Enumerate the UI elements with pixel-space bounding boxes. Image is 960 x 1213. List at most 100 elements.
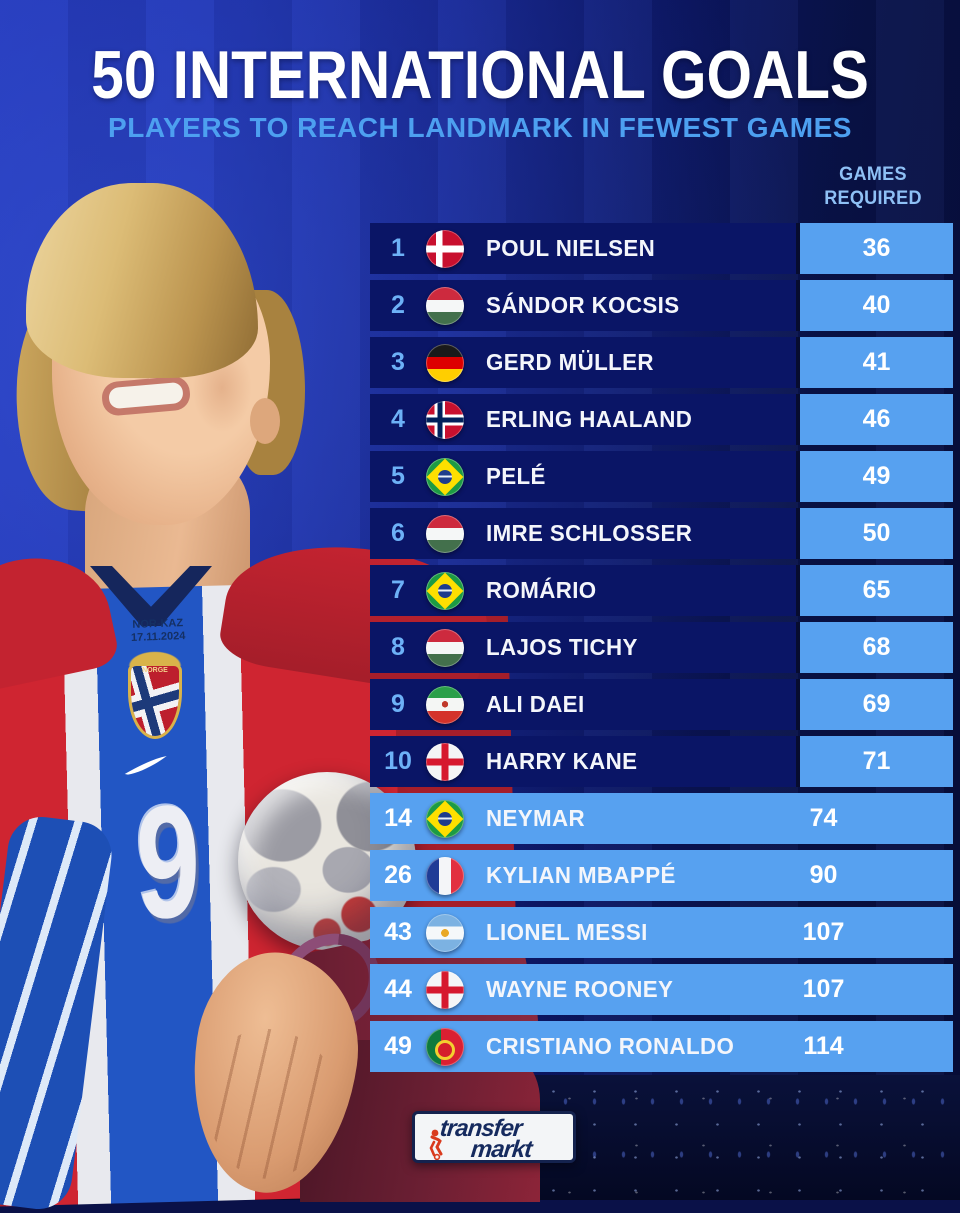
games-required-line2: REQUIRED [824,188,922,209]
player-name: ALI DAEI [486,691,585,717]
flag-argentina-icon [426,913,464,952]
smiling-mouth [100,375,192,417]
games-required-value: 68 [796,622,953,673]
flag-england-icon [426,742,464,781]
table-row: 14 NEYMAR 74 [370,793,953,844]
table-row: 5 PELÉ 49 [370,451,953,502]
norway-crest: NORGE [126,650,184,739]
player-name: LIONEL MESSI [486,919,648,945]
rank-label: 3 [391,348,405,376]
logo-player-icon [424,1128,448,1160]
flag-brazil-icon [426,571,464,610]
table-row: 44 WAYNE ROONEY 107 [370,964,953,1015]
crest-gold-ornament [126,650,184,666]
table-row: 2 SÁNDOR KOCSIS 40 [370,280,953,331]
games-required-value: 41 [796,337,953,388]
page-title: 50 INTERNATIONAL GOALS [91,37,869,113]
flag-portugal-icon [426,1027,464,1066]
games-required-value: 71 [796,736,953,787]
rank-label: 14 [384,804,412,832]
flag-brazil-icon [426,457,464,496]
rank-label: 10 [384,747,412,775]
nike-swoosh-icon [121,755,171,780]
rank-label: 5 [391,462,405,490]
flag-iran-icon [426,685,464,724]
jersey-number: 9 [133,770,203,953]
header: 50 INTERNATIONAL GOALS PLAYERS TO REACH … [0,0,960,144]
flag-germany-icon [426,343,464,382]
table-row: 26 KYLIAN MBAPPÉ 90 [370,850,953,901]
haaland-hair-top [26,183,258,378]
ear [250,398,280,444]
table-row: 9 ALI DAEI 69 [370,679,953,730]
rank-label: 1 [391,234,405,262]
jersey-match-text: NOR-KAZ 17.11.2024 [116,617,201,646]
rank-label: 2 [391,291,405,319]
games-required-value: 90 [809,861,838,889]
player-name: CRISTIANO RONALDO [486,1033,735,1059]
flag-england-icon [426,970,464,1009]
player-name: SÁNDOR KOCSIS [486,292,680,318]
rank-label: 4 [391,405,405,433]
match-date: 17.11.2024 [130,630,186,644]
rank-label: 7 [391,576,405,604]
flag-norway-icon [426,400,464,439]
flag-france-icon [426,856,464,895]
rank-label: 49 [384,1032,412,1060]
player-name: HARRY KANE [486,748,638,774]
crest-text: NORGE [142,667,168,674]
table-row: 8 LAJOS TICHY 68 [370,622,953,673]
player-name: PELÉ [486,463,546,489]
player-name: GERD MÜLLER [486,349,654,375]
player-name: LAJOS TICHY [486,634,638,660]
table-row: 3 GERD MÜLLER 41 [370,337,953,388]
page-subtitle: PLAYERS TO REACH LANDMARK IN FEWEST GAME… [108,112,852,143]
player-name: WAYNE ROONEY [486,976,674,1002]
player-name: KYLIAN MBAPPÉ [486,862,676,888]
games-required-value: 46 [796,394,953,445]
table-row: 6 IMRE SCHLOSSER 50 [370,508,953,559]
player-name: IMRE SCHLOSSER [486,520,693,546]
transfermarkt-logo: transfer markt [412,1111,576,1163]
games-required-value: 40 [796,280,953,331]
flag-hungary-icon [426,286,464,325]
flag-denmark-icon [426,229,464,268]
games-required-value: 107 [802,975,845,1003]
games-required-value: 36 [796,223,953,274]
player-name: NEYMAR [486,805,586,831]
flag-hungary-icon [426,628,464,667]
games-required-value: 69 [796,679,953,730]
games-required-value: 107 [802,918,845,946]
games-required-value: 49 [796,451,953,502]
rank-label: 9 [391,690,405,718]
player-name: POUL NIELSEN [486,235,656,261]
crest-shield: NORGE [128,663,182,739]
flag-brazil-icon [426,799,464,838]
games-required-value: 50 [796,508,953,559]
rank-label: 8 [391,633,405,661]
logo-text-markt: markt [469,1136,533,1163]
rank-label: 6 [391,519,405,547]
table-rows: 1 POUL NIELSEN 36 2 SÁNDOR KOCSIS 40 3 G… [370,223,953,1072]
table-row: 4 ERLING HAALAND 46 [370,394,953,445]
table-row: 49 CRISTIANO RONALDO 114 [370,1021,953,1072]
rankings-table: GAMES REQUIRED 1 POUL NIELSEN 36 2 SÁNDO… [370,164,953,1078]
table-row: 10 HARRY KANE 71 [370,736,953,787]
rank-label: 26 [384,861,412,889]
table-row: 7 ROMÁRIO 65 [370,565,953,616]
games-required-value: 74 [809,804,838,832]
player-name: ROMÁRIO [486,577,597,603]
player-name: ERLING HAALAND [486,406,693,432]
rank-label: 44 [384,975,412,1003]
table-row: 1 POUL NIELSEN 36 [370,223,953,274]
table-row: 43 LIONEL MESSI 107 [370,907,953,958]
games-required-value: 65 [796,565,953,616]
match-label: NOR-KAZ [132,617,184,631]
rank-label: 43 [384,918,412,946]
games-required-line1: GAMES [839,164,907,185]
games-required-header: GAMES REQUIRED [799,163,947,211]
games-required-value: 114 [803,1032,844,1060]
flag-hungary-icon [426,514,464,553]
